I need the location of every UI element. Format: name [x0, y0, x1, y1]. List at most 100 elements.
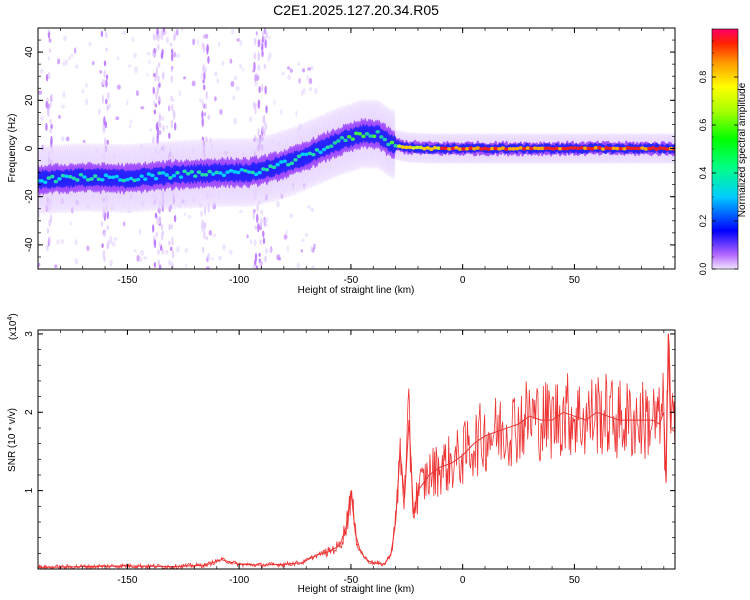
noise-speck [253, 37, 257, 46]
noise-speck [122, 30, 126, 35]
noise-speck [277, 256, 282, 261]
noise-speck [252, 263, 256, 269]
ridge-peak [71, 176, 76, 181]
ridge-peak [643, 147, 649, 151]
ridge-peak [511, 147, 516, 151]
ridge-peak [404, 145, 409, 150]
noise-speck [236, 38, 240, 42]
snr-scale-base: (x10 [8, 320, 19, 340]
noise-speck [156, 220, 161, 225]
snr-frame [37, 329, 676, 570]
noise-speck [206, 255, 211, 261]
noise-speck [301, 238, 305, 243]
ridge-peak [536, 146, 541, 151]
noise-speck [203, 112, 207, 116]
noise-speck [45, 122, 48, 132]
noise-speck [50, 123, 53, 130]
colorbar-tick-label: 0.0 [698, 263, 708, 276]
noise-speck [109, 259, 113, 266]
noise-speck [155, 231, 158, 238]
noise-speck [253, 239, 257, 247]
noise-speck [173, 51, 176, 58]
noise-speck [199, 98, 203, 103]
noise-speck [233, 75, 238, 81]
ridge-peak [196, 170, 202, 174]
noise-speck [233, 117, 238, 125]
noise-speck [49, 119, 52, 124]
ridge-peak [436, 146, 441, 150]
noise-speck [168, 259, 172, 267]
noise-speck [259, 221, 263, 228]
snr-background [38, 330, 675, 569]
spectrogram-x-ticks: -150 -100 -50 0 50 [37, 28, 665, 286]
noise-speck [265, 31, 269, 39]
ridge-peak [42, 180, 48, 185]
ridge-peak [214, 170, 220, 175]
ridge-peak [411, 146, 416, 150]
noise-speck [105, 31, 108, 39]
noise-speck [280, 108, 283, 115]
ridge-peak [525, 146, 531, 150]
noise-speck [178, 90, 181, 97]
colorbar: 0.0 0.2 0.4 0.6 0.8 Normalized spectral ampl… [698, 28, 748, 276]
colorbar-tick-label: 0.4 [698, 167, 708, 180]
spectrogram-x-tick-label: 0 [460, 275, 466, 286]
noise-speck [65, 136, 70, 142]
noise-speck [253, 52, 256, 60]
noise-speck [200, 210, 203, 217]
noise-speck [153, 262, 157, 268]
ridge-peak [379, 135, 384, 139]
ridge-peak [311, 152, 316, 157]
noise-speck [307, 67, 312, 71]
noise-speck [46, 227, 50, 234]
ridge-peak [157, 171, 162, 175]
noise-speck [38, 90, 43, 95]
noise-speck [222, 244, 226, 251]
ridge-peak [300, 152, 305, 157]
colorbar-tick-label: 0.6 [698, 119, 708, 132]
noise-speck [105, 47, 108, 52]
noise-speck [143, 256, 147, 260]
noise-speck [128, 64, 132, 68]
noise-speck [173, 214, 177, 223]
noise-speck [74, 47, 77, 54]
ridge-peak [150, 173, 155, 178]
noise-speck [171, 65, 174, 70]
noise-speck [257, 128, 260, 137]
spectrogram-y-tick-label: -20 [24, 189, 35, 204]
noise-speck [161, 247, 165, 255]
noise-speck [300, 249, 303, 253]
ridge-peak [493, 146, 498, 151]
noise-speck [38, 262, 41, 267]
noise-speck [88, 41, 92, 47]
noise-speck [255, 31, 258, 36]
noise-speck [207, 114, 210, 120]
noise-speck [85, 82, 88, 88]
noise-speck [205, 90, 208, 100]
noise-speck [276, 200, 280, 208]
noise-speck [310, 207, 315, 212]
noise-speck [172, 34, 176, 41]
ridge-peak [85, 177, 91, 182]
ridge-peak [278, 160, 284, 164]
noise-speck [103, 70, 106, 78]
ridge-peak [321, 147, 327, 152]
noise-speck [286, 245, 290, 252]
noise-speck [159, 114, 162, 122]
noise-speck [154, 212, 158, 218]
noise-speck [45, 73, 49, 82]
noise-speck [151, 52, 156, 56]
colorbar-gradient [712, 29, 738, 269]
ridge-peak [243, 168, 248, 173]
noise-speck [204, 33, 209, 39]
noise-speck [232, 95, 236, 101]
ridge-peak [361, 134, 366, 139]
noise-speck [211, 257, 214, 261]
snr-x-tick-label: 0 [460, 575, 466, 586]
noise-speck [262, 237, 266, 245]
noise-speck [254, 252, 258, 262]
noise-speck [153, 239, 157, 249]
ridge-peak [507, 147, 513, 151]
noise-speck [256, 64, 261, 71]
noise-speck [219, 109, 223, 115]
